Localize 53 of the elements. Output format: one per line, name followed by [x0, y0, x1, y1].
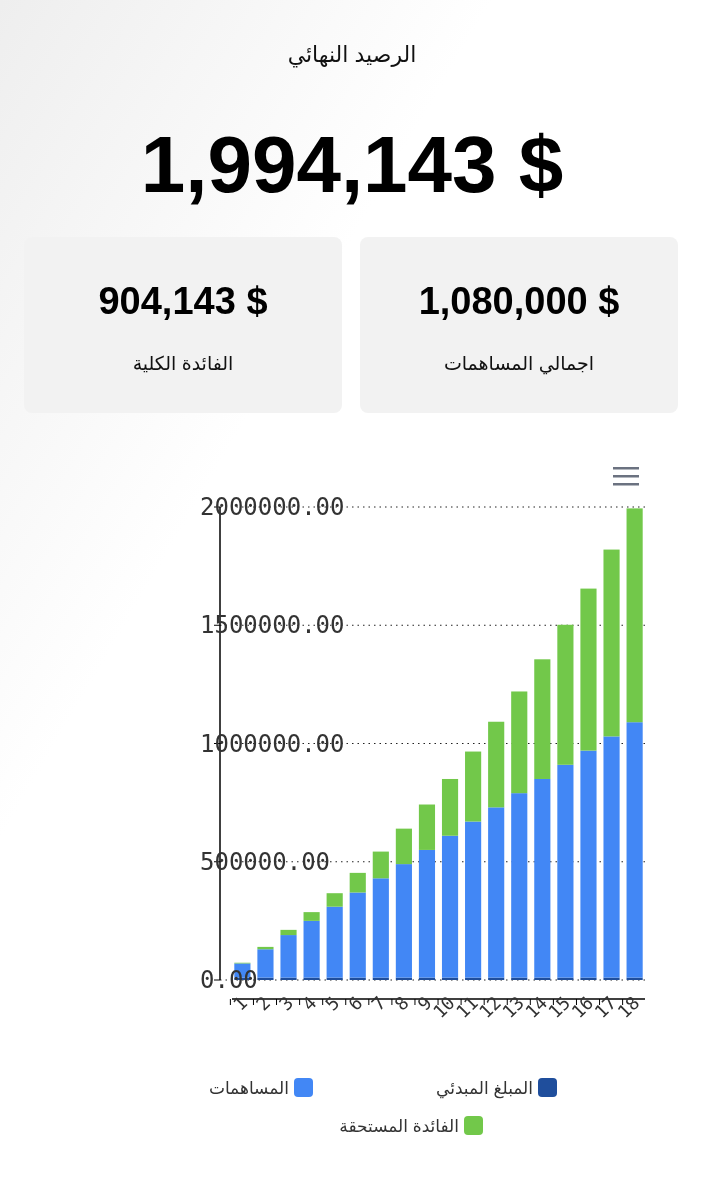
legend-label: المبلغ المبدئي	[436, 1079, 533, 1099]
legend-label: الفائدة المستحقة	[339, 1117, 459, 1136]
bar	[580, 588, 597, 751]
bar	[372, 851, 389, 879]
bar	[326, 906, 343, 978]
bar	[303, 912, 320, 921]
bar	[488, 807, 505, 978]
x-tick-label: 6	[344, 991, 367, 1015]
chart-subtitle: 1,994,143 $	[140, 120, 564, 209]
x-tick-label: 2	[251, 991, 275, 1015]
chart-title: الرصيد النهائي	[287, 42, 417, 68]
x-tick-label: 8	[390, 991, 413, 1015]
bar	[257, 949, 274, 978]
bar	[349, 872, 366, 893]
x-tick-label: 7	[367, 991, 390, 1015]
bar	[534, 778, 551, 978]
text: 1,080,000 $	[418, 280, 620, 322]
bar	[626, 508, 643, 723]
bar	[280, 935, 297, 978]
legend-label: المساهمات	[208, 1079, 289, 1098]
bar	[488, 721, 505, 808]
bar	[626, 722, 643, 978]
bar	[603, 549, 620, 737]
y-tick-label: 0.00	[200, 966, 258, 994]
bar	[418, 849, 436, 978]
bar	[441, 778, 459, 836]
x-tick-label: 1	[228, 991, 252, 1015]
bar	[372, 878, 389, 978]
bar	[418, 804, 436, 850]
x-tick-label: 18	[613, 991, 644, 1023]
bar	[580, 750, 597, 978]
bar	[557, 624, 574, 765]
text: اجمالي المساهمات	[443, 353, 595, 375]
bar	[557, 764, 574, 978]
bar	[511, 691, 528, 794]
bar	[349, 892, 366, 978]
bar	[603, 736, 620, 978]
bar	[395, 828, 412, 865]
bar	[395, 864, 412, 978]
x-tick-label: 3	[274, 991, 298, 1015]
text: الفائدة الكلية	[132, 353, 234, 374]
bar	[326, 893, 343, 907]
bar	[303, 920, 320, 978]
bar	[534, 659, 551, 779]
bar	[511, 793, 528, 978]
bar	[465, 821, 482, 978]
bar	[441, 835, 459, 978]
text: 904,143 $	[98, 280, 268, 322]
y-tick-label: 2000000.00	[200, 493, 345, 521]
bar	[465, 751, 482, 822]
x-tick-label: 5	[320, 991, 344, 1015]
bar	[280, 929, 297, 936]
x-tick-label: 4	[297, 991, 321, 1015]
